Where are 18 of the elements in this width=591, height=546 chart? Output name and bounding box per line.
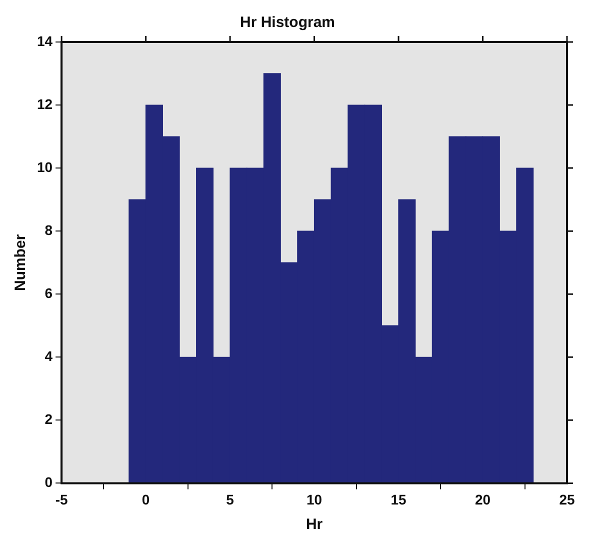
x-tick-label: 5 [226, 491, 234, 508]
y-tick-label: 6 [44, 284, 53, 301]
x-tick-label: 0 [142, 491, 150, 508]
x-axis-title: Hr [306, 516, 323, 534]
y-tick-label: 4 [44, 348, 53, 364]
y-tick-label: 12 [36, 96, 53, 112]
y-tick-label: 8 [44, 222, 53, 238]
y-tick-label: 10 [36, 158, 53, 175]
x-tick-label: 20 [474, 491, 491, 508]
y-tick-label: 14 [36, 32, 53, 49]
y-tick-label: 0 [44, 474, 53, 490]
chart-title: Hr Histogram [240, 14, 336, 32]
x-tick-label: -5 [55, 491, 68, 508]
y-axis-title: Number [12, 234, 30, 291]
x-tick-label: 10 [306, 491, 322, 508]
x-tick-label: 15 [390, 491, 407, 508]
x-tick-label: 25 [559, 491, 575, 508]
y-tick-label: 2 [44, 411, 53, 428]
